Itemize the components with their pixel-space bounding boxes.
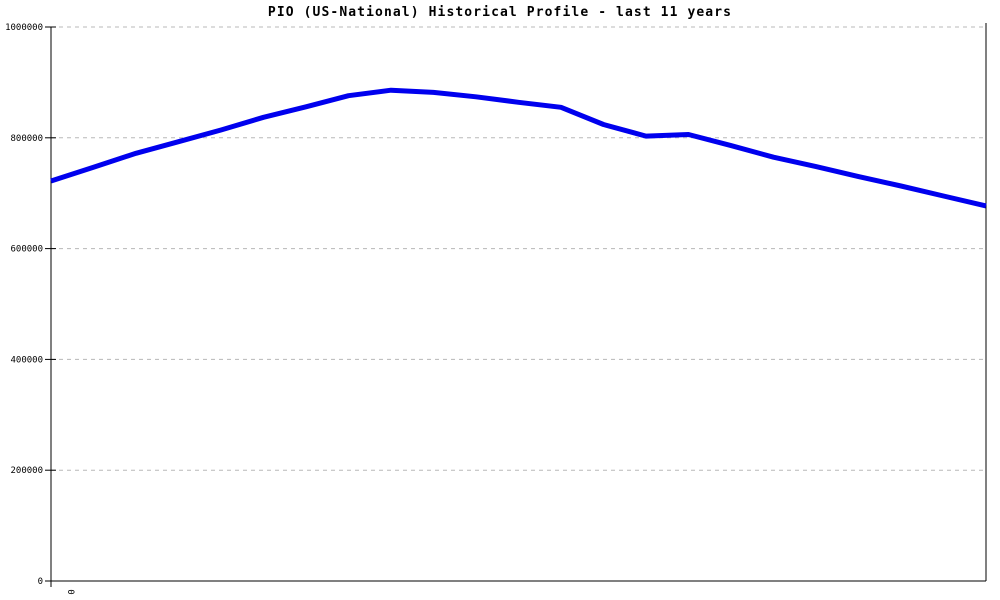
- y-tick-label: 200000: [10, 466, 43, 476]
- y-tick-label: 1000000: [5, 23, 43, 33]
- y-tick-label: 800000: [10, 134, 43, 144]
- y-tick-label: 600000: [10, 245, 43, 255]
- data-line: [50, 87, 987, 209]
- x-origin-label: 0: [65, 589, 75, 594]
- chart-title: PIO (US-National) Historical Profile - l…: [267, 5, 733, 20]
- y-tick-label: 0: [38, 577, 43, 587]
- y-tick-label: 400000: [10, 355, 43, 365]
